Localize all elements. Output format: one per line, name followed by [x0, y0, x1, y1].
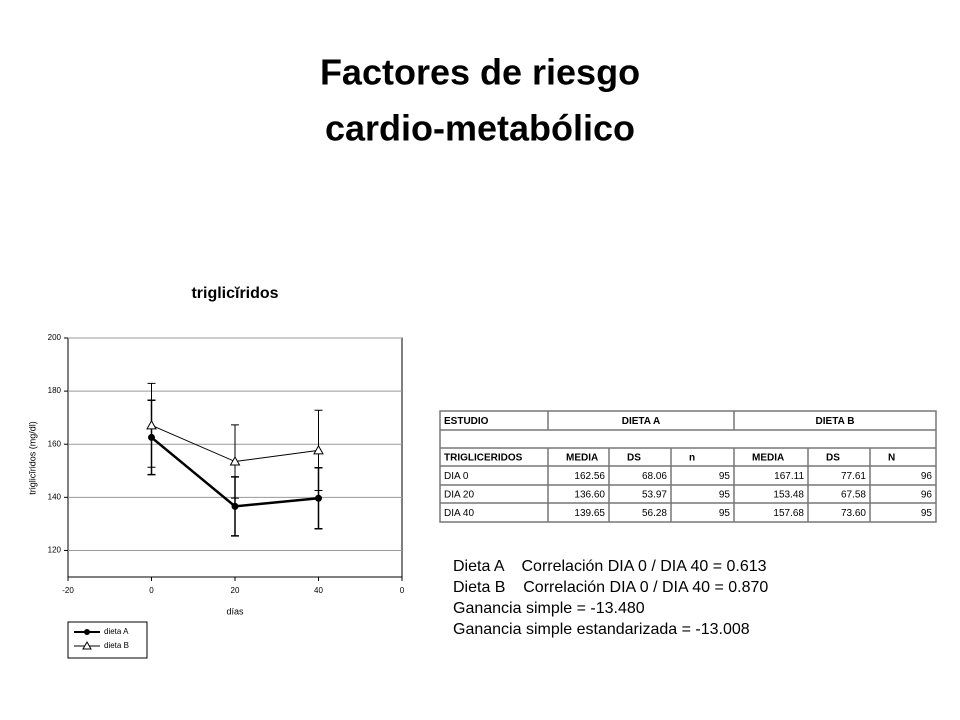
chart-title: triglicĭridos — [191, 285, 278, 302]
table-cell: 96 — [921, 471, 933, 482]
marker — [313, 444, 324, 455]
table-cell: 77.61 — [841, 471, 866, 482]
marker — [229, 456, 241, 466]
x-tick-label: 0 — [149, 586, 154, 595]
table-cell: 167.11 — [774, 471, 804, 482]
note-line: Ganancia simple = -13.480 — [453, 600, 645, 617]
table-cell: 95 — [719, 508, 731, 519]
table-cell: 73.60 — [841, 508, 866, 519]
table-cell: DIA 0 — [444, 471, 469, 482]
legend-marker — [82, 640, 92, 650]
table-cell: 157.68 — [773, 508, 804, 519]
note-line: Dieta A Correlación DIA 0 / DIA 40 = 0.6… — [453, 558, 767, 575]
y-tick-label: 140 — [48, 492, 62, 501]
marker — [146, 419, 157, 430]
note-line: Dieta B Correlación DIA 0 / DIA 40 = 0.8… — [453, 579, 768, 596]
table-cell: 139.65 — [574, 508, 605, 519]
y-tick-label: 120 — [48, 546, 62, 555]
table-cell: TRIGLICERIDOS — [444, 453, 523, 464]
table-cell: MEDIA — [566, 453, 598, 464]
note-line: Ganancia simple estandarizada = -13.008 — [453, 621, 750, 638]
table-cell: 95 — [719, 471, 731, 482]
table-cell: 95 — [719, 490, 731, 501]
table-cell: 68.06 — [642, 471, 667, 482]
table-cell: 56.28 — [642, 508, 667, 519]
y-tick-label: 200 — [48, 333, 62, 342]
table-cell: n — [689, 453, 695, 464]
slide-title: Factores de riesgo — [320, 52, 640, 93]
x-tick-label: 20 — [231, 586, 240, 595]
table-cell: 96 — [921, 490, 933, 501]
marker — [315, 494, 322, 502]
table-cell: 162.56 — [574, 471, 605, 482]
table-cell: DIA 40 — [444, 508, 474, 519]
table-cell: N — [888, 453, 895, 464]
legend-marker — [84, 629, 90, 635]
table-cell: 153.48 — [773, 490, 804, 501]
x-tick-label: 40 — [314, 586, 323, 595]
table-cell: DS — [627, 453, 641, 464]
table-cell: MEDIA — [752, 453, 784, 464]
y-axis-label: triglicĭridos (mg/dl) — [27, 421, 37, 495]
y-tick-label: 160 — [48, 439, 62, 448]
slide-title: cardio-metabólico — [325, 108, 635, 149]
table-cell: 95 — [921, 508, 933, 519]
table-cell: 53.97 — [642, 490, 667, 501]
table-cell: 136.60 — [574, 490, 605, 501]
x-tick-label: 0 — [400, 586, 405, 595]
table-cell: 67.58 — [841, 490, 866, 501]
table-cell: DIETA B — [816, 416, 855, 427]
table-cell: ESTUDIO — [444, 416, 489, 427]
table-cell: DS — [826, 453, 840, 464]
legend-label: dieta A — [104, 627, 129, 636]
legend-box — [67, 621, 148, 659]
x-axis-label: días — [226, 606, 244, 616]
legend-label: dieta B — [104, 641, 129, 650]
marker — [231, 502, 239, 510]
x-tick-label: -20 — [62, 586, 74, 595]
y-tick-label: 180 — [48, 386, 62, 395]
table-cell: DIA 20 — [444, 490, 474, 501]
table-cell: DIETA A — [622, 416, 661, 427]
